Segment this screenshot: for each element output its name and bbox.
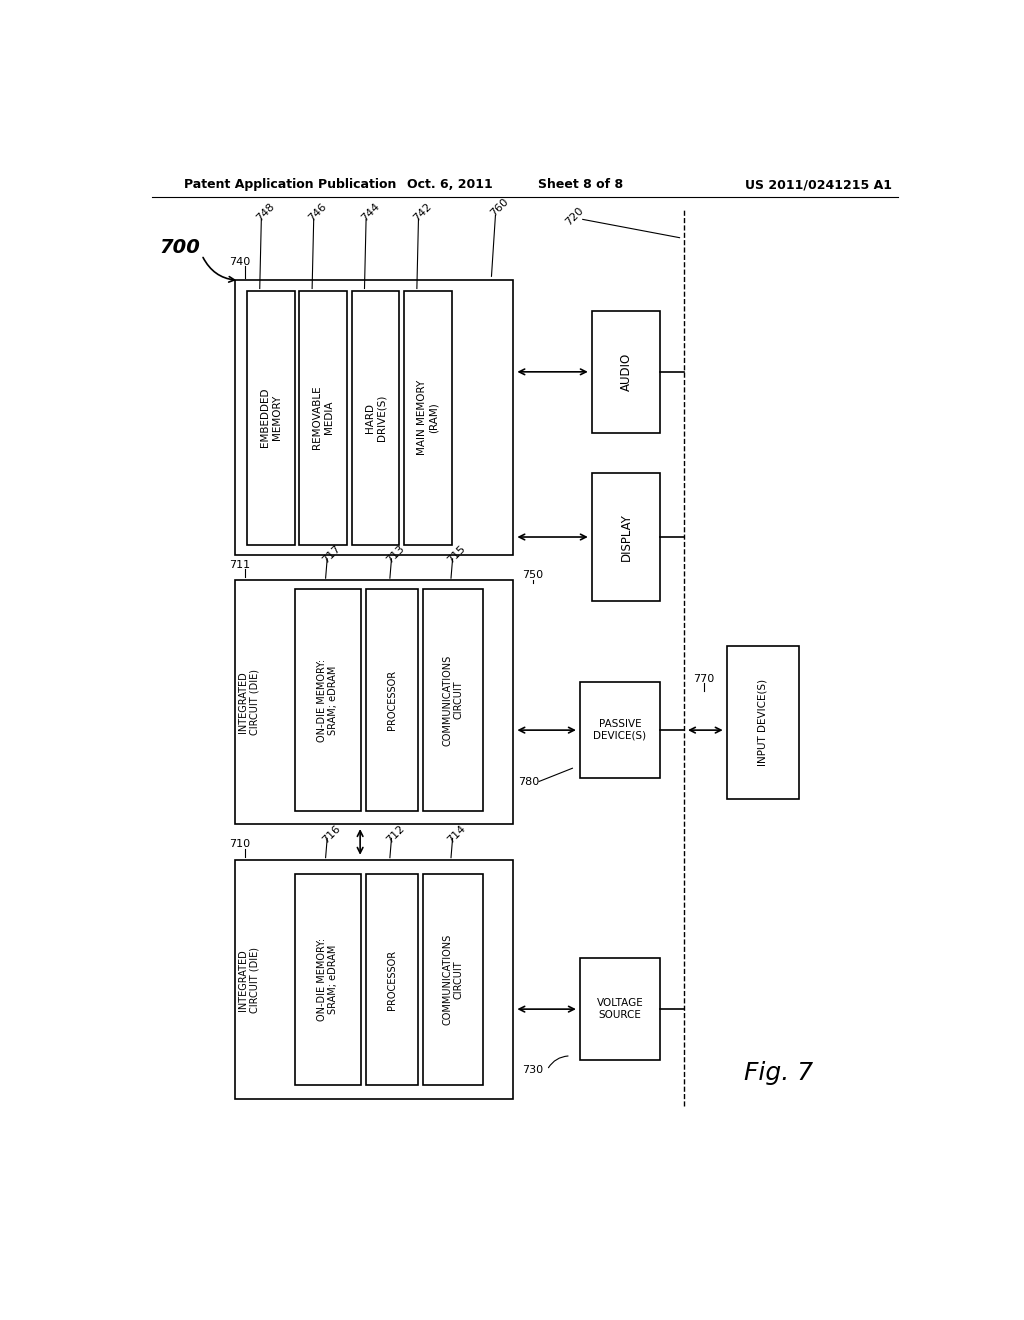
Text: US 2011/0241215 A1: US 2011/0241215 A1 [744, 178, 892, 191]
Bar [367, 589, 418, 810]
Text: 711: 711 [229, 560, 251, 570]
Text: Oct. 6, 2011: Oct. 6, 2011 [407, 178, 493, 191]
Bar [236, 280, 513, 554]
Text: 730: 730 [522, 1065, 544, 1074]
Text: 717: 717 [321, 544, 342, 566]
Bar [423, 874, 482, 1085]
Text: 713: 713 [384, 544, 407, 566]
Text: DISPLAY: DISPLAY [620, 513, 633, 561]
Text: ON-DIE MEMORY:
SRAM; eDRAM: ON-DIE MEMORY: SRAM; eDRAM [316, 939, 338, 1022]
Text: 742: 742 [412, 201, 433, 223]
Text: Fig. 7: Fig. 7 [744, 1061, 813, 1085]
Text: 710: 710 [229, 840, 251, 850]
Text: COMMUNICATIONS
CIRCUIT: COMMUNICATIONS CIRCUIT [442, 655, 464, 746]
Text: REMOVABLE
MEDIA: REMOVABLE MEDIA [312, 385, 334, 449]
Text: INTEGRATED
CIRCUIT (DIE): INTEGRATED CIRCUIT (DIE) [238, 946, 259, 1012]
Text: PASSIVE
DEVICE(S): PASSIVE DEVICE(S) [594, 719, 646, 741]
Bar [423, 589, 482, 810]
Text: 740: 740 [229, 257, 251, 267]
Text: PROCESSOR: PROCESSOR [387, 671, 397, 730]
Text: 760: 760 [488, 197, 510, 218]
Bar [236, 581, 513, 824]
Text: ON-DIE MEMORY:
SRAM; eDRAM: ON-DIE MEMORY: SRAM; eDRAM [316, 659, 338, 742]
Text: 744: 744 [359, 201, 381, 223]
Text: INPUT DEVICE(S): INPUT DEVICE(S) [758, 678, 768, 766]
Bar [592, 474, 659, 601]
Text: 750: 750 [522, 570, 544, 579]
Bar [295, 589, 360, 810]
Text: Patent Application Publication: Patent Application Publication [183, 178, 396, 191]
Text: 714: 714 [445, 824, 468, 845]
Text: 716: 716 [321, 824, 342, 845]
Bar [592, 312, 659, 433]
Text: 770: 770 [693, 673, 715, 684]
Text: Sheet 8 of 8: Sheet 8 of 8 [538, 178, 623, 191]
Bar [352, 290, 399, 545]
Bar [727, 647, 799, 799]
Bar [404, 290, 452, 545]
Bar [581, 682, 659, 779]
Bar [367, 874, 418, 1085]
Text: INTEGRATED
CIRCUIT (DIE): INTEGRATED CIRCUIT (DIE) [238, 669, 259, 735]
Bar [581, 958, 659, 1060]
Text: EMBEDDED
MEMORY: EMBEDDED MEMORY [260, 388, 282, 447]
Text: VOLTAGE
SOURCE: VOLTAGE SOURCE [597, 998, 643, 1020]
Bar [295, 874, 360, 1085]
Bar [247, 290, 295, 545]
Text: MAIN MEMORY
(RAM): MAIN MEMORY (RAM) [417, 380, 438, 455]
Bar [236, 859, 513, 1098]
Text: 746: 746 [306, 201, 329, 223]
Text: HARD
DRIVE(S): HARD DRIVE(S) [365, 395, 386, 441]
Text: AUDIO: AUDIO [620, 352, 633, 391]
Text: PROCESSOR: PROCESSOR [387, 949, 397, 1010]
Text: 780: 780 [518, 777, 540, 788]
Text: 700: 700 [159, 239, 200, 257]
Text: 720: 720 [563, 206, 585, 227]
Text: 715: 715 [445, 544, 468, 566]
Text: 712: 712 [384, 824, 407, 845]
Text: 748: 748 [254, 201, 276, 223]
Bar [299, 290, 347, 545]
Text: COMMUNICATIONS
CIRCUIT: COMMUNICATIONS CIRCUIT [442, 935, 464, 1026]
